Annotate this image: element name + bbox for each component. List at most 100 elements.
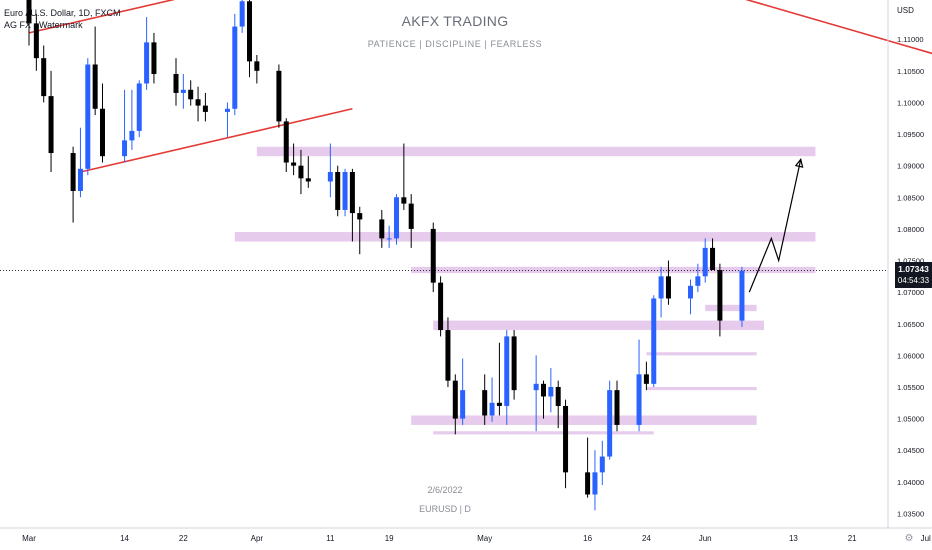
candle-body-33[interactable] bbox=[357, 213, 363, 220]
candle-body-63[interactable] bbox=[665, 276, 671, 299]
candle-body-50[interactable] bbox=[541, 383, 546, 397]
candle-body-7[interactable] bbox=[92, 64, 98, 109]
candle-body-37[interactable] bbox=[401, 197, 407, 204]
candle-body-43[interactable] bbox=[460, 390, 466, 419]
zone-2[interactable] bbox=[411, 266, 816, 274]
candle-body-36[interactable] bbox=[394, 197, 399, 239]
candle-body-56[interactable] bbox=[599, 456, 605, 473]
candle-body-31[interactable] bbox=[342, 171, 348, 210]
trendlines-layer bbox=[28, 0, 932, 173]
zone-3[interactable] bbox=[705, 304, 757, 312]
candle-body-34[interactable] bbox=[379, 219, 385, 239]
candle-body-29[interactable] bbox=[327, 171, 333, 182]
candle-body-5[interactable] bbox=[77, 168, 83, 191]
candle-body-62[interactable] bbox=[658, 276, 664, 299]
candle-body-44[interactable] bbox=[482, 390, 488, 416]
price-axis-unit: USD bbox=[897, 6, 914, 15]
candle-body-22[interactable] bbox=[247, 1, 252, 62]
candle-body-18[interactable] bbox=[202, 105, 208, 112]
candle-body-35[interactable] bbox=[386, 238, 392, 240]
candle-body-54[interactable] bbox=[585, 472, 591, 495]
symbol-title[interactable]: Euro / U.S. Dollar, 1D, FXCM bbox=[4, 8, 121, 18]
candle-body-38[interactable] bbox=[408, 203, 414, 229]
watermark-pair: EURUSD | D bbox=[419, 504, 471, 514]
candle-body-46[interactable] bbox=[496, 402, 502, 406]
zone-5[interactable] bbox=[646, 352, 757, 356]
candle-body-24[interactable] bbox=[276, 70, 282, 122]
candle-body-32[interactable] bbox=[349, 171, 355, 214]
candle-body-4[interactable] bbox=[70, 153, 76, 191]
zone-4[interactable] bbox=[433, 320, 764, 331]
x-tick-label: 16 bbox=[583, 534, 592, 543]
candle-body-57[interactable] bbox=[607, 390, 613, 457]
candle-body-25[interactable] bbox=[283, 121, 289, 163]
candle-body-59[interactable] bbox=[636, 374, 642, 425]
zone-6[interactable] bbox=[646, 386, 757, 391]
candle-body-13[interactable] bbox=[151, 42, 157, 74]
gear-icon[interactable]: ⚙ bbox=[904, 533, 914, 544]
zone-0[interactable] bbox=[256, 146, 816, 157]
watermark-title: AKFX TRADING bbox=[401, 13, 509, 29]
candle-body-51[interactable] bbox=[548, 386, 554, 397]
candle-body-68[interactable] bbox=[717, 270, 723, 321]
candle-body-45[interactable] bbox=[489, 402, 495, 416]
candle-body-42[interactable] bbox=[452, 380, 458, 419]
candle-body-58[interactable] bbox=[614, 390, 620, 425]
candle-body-60[interactable] bbox=[643, 374, 649, 384]
y-tick-label: 1.08000 bbox=[897, 225, 924, 234]
candle-body-48[interactable] bbox=[511, 336, 517, 391]
y-tick-label: 1.08500 bbox=[897, 193, 924, 202]
candle-body-11[interactable] bbox=[136, 83, 142, 131]
candle-body-65[interactable] bbox=[695, 276, 701, 286]
candle-body-41[interactable] bbox=[445, 330, 451, 381]
candle-body-19[interactable] bbox=[224, 108, 230, 112]
candle-body-10[interactable] bbox=[129, 130, 135, 141]
trendline-1[interactable] bbox=[80, 107, 353, 173]
candle-body-39[interactable] bbox=[430, 228, 436, 283]
zone-7[interactable] bbox=[411, 415, 757, 425]
trendline-0[interactable] bbox=[28, 0, 235, 34]
candle-body-21[interactable] bbox=[239, 1, 245, 27]
candle-body-28[interactable] bbox=[305, 178, 311, 182]
zone-8[interactable] bbox=[433, 431, 654, 435]
candle-body-30[interactable] bbox=[335, 171, 341, 210]
candle-body-14[interactable] bbox=[173, 73, 179, 93]
time-axis[interactable]: Mar 14 22 Apr 11 19 May 16 24 Jun 13 21 Jul bbox=[22, 534, 931, 543]
x-tick-label: 19 bbox=[385, 534, 394, 543]
candle-body-20[interactable] bbox=[232, 26, 238, 109]
candle-body-12[interactable] bbox=[144, 42, 150, 84]
candle-body-3[interactable] bbox=[48, 96, 54, 154]
price-axis[interactable]: 1.11000 1.10500 1.10000 1.09500 1.09000 1.085… bbox=[897, 35, 924, 518]
candle-body-0[interactable] bbox=[26, 0, 32, 24]
candle-body-16[interactable] bbox=[188, 89, 194, 100]
candle-body-27[interactable] bbox=[298, 165, 304, 179]
candle-body-53[interactable] bbox=[563, 405, 569, 473]
candle-body-40[interactable] bbox=[438, 282, 444, 331]
x-tick-label: Jul bbox=[921, 534, 931, 543]
candle-body-64[interactable] bbox=[688, 285, 693, 299]
candle-body-6[interactable] bbox=[85, 64, 91, 169]
candle-body-47[interactable] bbox=[504, 336, 510, 406]
y-tick-label: 1.05000 bbox=[897, 415, 924, 424]
zone-1[interactable] bbox=[234, 232, 816, 242]
candle-body-66[interactable] bbox=[702, 247, 708, 277]
candle-body-26[interactable] bbox=[291, 162, 297, 166]
candle-body-8[interactable] bbox=[100, 108, 105, 157]
candle-body-23[interactable] bbox=[254, 61, 260, 71]
y-tick-label: 1.04000 bbox=[897, 478, 924, 487]
candle-body-67[interactable] bbox=[710, 247, 716, 271]
candle-body-1[interactable] bbox=[33, 23, 39, 59]
candle-body-52[interactable] bbox=[555, 386, 561, 406]
candle-body-17[interactable] bbox=[195, 99, 201, 106]
candle-body-15[interactable] bbox=[180, 89, 186, 93]
candle-body-61[interactable] bbox=[651, 298, 657, 384]
candle-body-55[interactable] bbox=[592, 472, 598, 495]
x-tick-label: 13 bbox=[789, 534, 798, 543]
trendline-2[interactable] bbox=[698, 0, 932, 77]
candle-body-2[interactable] bbox=[41, 58, 47, 97]
indicator-title[interactable]: AG FX - Watermark bbox=[4, 20, 83, 30]
candle-body-49[interactable] bbox=[533, 383, 539, 391]
candle-body-69[interactable] bbox=[739, 270, 745, 321]
candle-body-9[interactable] bbox=[122, 140, 128, 157]
